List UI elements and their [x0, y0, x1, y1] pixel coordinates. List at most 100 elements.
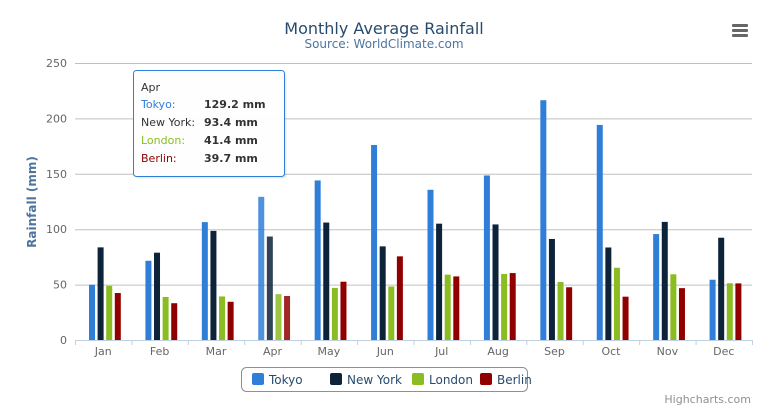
- tooltip-series-label: London:: [141, 134, 185, 147]
- bar-berlin: [453, 276, 460, 340]
- bar-london: [275, 294, 282, 340]
- bar-new-york: [323, 222, 330, 340]
- bar-berlin: [227, 301, 234, 340]
- bar-london: [331, 287, 338, 340]
- bar-new-york: [605, 247, 612, 340]
- bar-new-york: [97, 247, 104, 340]
- bar-tokyo: [709, 279, 716, 340]
- bar-berlin: [678, 288, 685, 340]
- y-tick-label: 100: [46, 223, 67, 236]
- bar-berlin: [735, 283, 742, 340]
- tooltip-series-label: New York:: [141, 116, 195, 129]
- bar-tokyo: [596, 124, 603, 341]
- bar-london: [219, 296, 226, 340]
- credits[interactable]: Highcharts.com: [664, 393, 751, 406]
- y-tick-label: 200: [46, 112, 67, 125]
- bar-london: [388, 286, 395, 340]
- x-tick-label: Sep: [544, 345, 565, 358]
- x-tick-label: Apr: [263, 345, 283, 358]
- bar-london: [106, 285, 113, 340]
- tooltip-box: [133, 70, 285, 177]
- bar-berlin: [284, 296, 291, 340]
- bar-berlin: [566, 287, 573, 340]
- bar-new-york: [661, 221, 668, 340]
- bar-london: [726, 283, 733, 340]
- y-tick-label: 150: [46, 168, 67, 181]
- chart-subtitle: Source: WorldClimate.com: [304, 37, 463, 51]
- tooltip: Apr Tokyo: 129.2 mm New York: 93.4 mm London:…: [133, 70, 287, 179]
- bar-tokyo: [145, 260, 152, 340]
- bar-new-york: [154, 252, 161, 340]
- bar-new-york: [266, 236, 273, 340]
- legend-symbol: [330, 373, 342, 385]
- bar-berlin: [340, 281, 347, 340]
- tooltip-value: 39.7 mm: [204, 152, 258, 165]
- bar-london: [162, 297, 169, 340]
- y-tick-label: 50: [53, 279, 67, 292]
- bar-berlin: [622, 296, 629, 340]
- bars: [89, 100, 742, 341]
- bar-berlin: [171, 303, 178, 340]
- x-tick-label: Dec: [713, 345, 734, 358]
- bar-new-york: [492, 224, 499, 340]
- bar-london: [613, 267, 620, 340]
- bar-tokyo: [314, 180, 321, 340]
- tooltip-value: 41.4 mm: [204, 134, 258, 147]
- bar-new-york: [379, 246, 386, 340]
- legend-symbol: [412, 373, 424, 385]
- chart-title: Monthly Average Rainfall: [284, 19, 483, 38]
- bar-london: [501, 273, 508, 340]
- x-tick-label: Jun: [376, 345, 394, 358]
- bar-tokyo: [653, 234, 660, 340]
- legend-label: New York: [347, 373, 402, 387]
- bar-tokyo: [371, 144, 378, 340]
- tooltip-value: 93.4 mm: [204, 116, 258, 129]
- legend-symbol: [252, 373, 264, 385]
- x-tick-label: May: [318, 345, 341, 358]
- bar-new-york: [210, 230, 217, 340]
- bar-tokyo: [89, 284, 95, 340]
- bar-london: [557, 281, 564, 340]
- x-tick-label: Jul: [434, 345, 448, 358]
- x-tick-label: Oct: [601, 345, 621, 358]
- tooltip-series-label: Tokyo:: [140, 98, 176, 111]
- legend-symbol: [480, 373, 492, 385]
- bar-london: [670, 274, 677, 340]
- legend-item-tokyo[interactable]: Tokyo: [252, 373, 303, 387]
- legend-label: Tokyo: [268, 373, 303, 387]
- bar-berlin: [396, 256, 403, 340]
- y-axis: 0 50 100 150 200 250: [46, 57, 67, 347]
- y-tick-label: 250: [46, 57, 67, 70]
- bar-new-york: [548, 238, 555, 340]
- bar-tokyo: [427, 189, 434, 340]
- bar-new-york: [436, 223, 443, 340]
- legend-item-new-york[interactable]: New York: [330, 373, 402, 387]
- bar-tokyo: [540, 100, 547, 341]
- tooltip-series-label: Berlin:: [141, 152, 177, 165]
- bar-berlin: [509, 273, 516, 340]
- y-axis-title: Rainfall (mm): [25, 156, 39, 248]
- tooltip-header: Apr: [141, 81, 161, 94]
- x-tick-label: Aug: [487, 345, 508, 358]
- legend-label: Berlin: [497, 373, 532, 387]
- tooltip-value: 129.2 mm: [204, 98, 266, 111]
- bar-tokyo: [258, 196, 265, 340]
- legend-item-london[interactable]: London: [412, 373, 473, 387]
- y-tick-label: 0: [60, 334, 67, 347]
- x-tick-label: Feb: [150, 345, 169, 358]
- x-tick-label: Jan: [94, 345, 112, 358]
- bar-new-york: [718, 237, 725, 340]
- x-axis: Jan Feb Mar Apr May Jun Jul Aug Sep Oct Nov Dec: [75, 340, 753, 358]
- legend-item-berlin[interactable]: Berlin: [480, 373, 532, 387]
- x-tick-label: Nov: [657, 345, 679, 358]
- x-tick-label: Mar: [206, 345, 227, 358]
- hamburger-menu-icon[interactable]: [728, 18, 752, 40]
- bar-berlin: [114, 293, 121, 340]
- bar-tokyo: [483, 175, 490, 340]
- bar-london: [444, 274, 451, 340]
- legend-box: [241, 367, 528, 392]
- legend-label: London: [429, 373, 473, 387]
- bar-tokyo: [201, 222, 208, 340]
- legend: Tokyo New York London Berlin: [241, 367, 532, 392]
